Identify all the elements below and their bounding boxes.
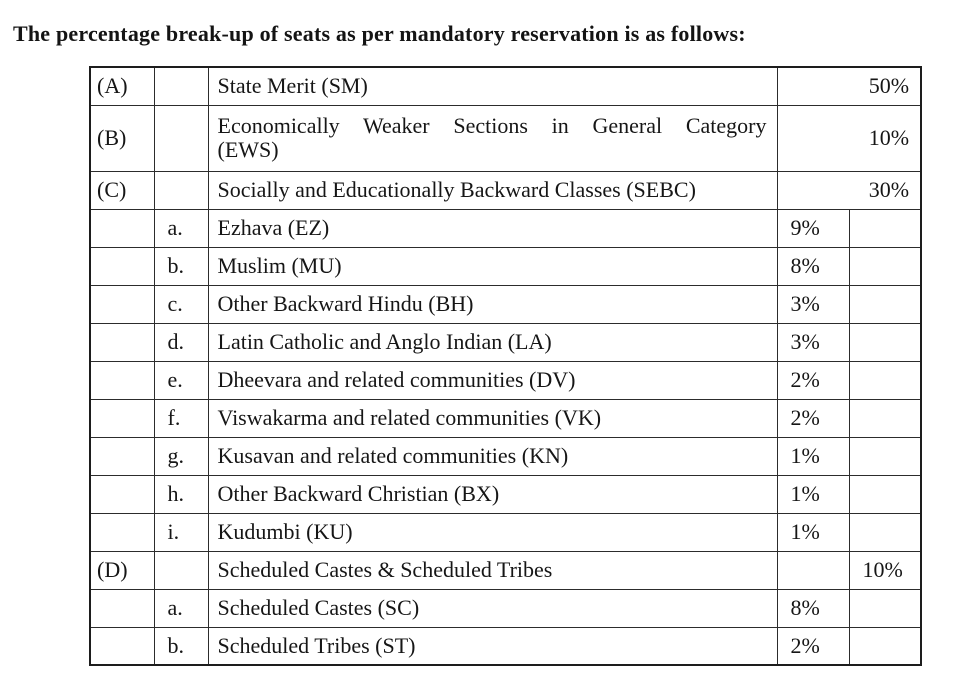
sub-index-cell: h. [153, 474, 209, 514]
category-label-cell [89, 512, 155, 552]
sub-percent-cell: 2% [776, 360, 850, 400]
sub-index-cell: a. [153, 588, 209, 628]
sub-percent-cell: 3% [776, 284, 850, 324]
empty-cell [848, 588, 922, 628]
description-cell: Dheevara and related communities (DV) [207, 360, 778, 400]
main-percent-cell: 10% [848, 550, 922, 590]
category-label-cell [89, 322, 155, 362]
sub-percent-cell: 3% [776, 322, 850, 362]
sub-percent-cell: 1% [776, 512, 850, 552]
description-cell: Ezhava (EZ) [207, 208, 778, 248]
sub-percent-cell: 2% [776, 626, 850, 666]
sub-index-cell: a. [153, 208, 209, 248]
empty-cell [848, 284, 922, 324]
empty-cell [848, 474, 922, 514]
empty-cell [848, 398, 922, 438]
table-row: h. Other Backward Christian (BX) 1% [89, 474, 922, 514]
sub-percent-cell: 8% [776, 246, 850, 286]
category-label-cell [89, 284, 155, 324]
sub-percent-cell: 1% [776, 474, 850, 514]
category-label-cell [89, 246, 155, 286]
description-cell: Scheduled Tribes (ST) [207, 626, 778, 666]
description-cell: Viswakarma and related communities (VK) [207, 398, 778, 438]
table-row: g. Kusavan and related communities (KN) 1% [89, 436, 922, 476]
main-percent-cell: 50% [776, 66, 922, 106]
sub-index-cell: g. [153, 436, 209, 476]
category-label-cell [89, 398, 155, 438]
category-label-cell: (C) [89, 170, 155, 210]
sub-percent-cell: 8% [776, 588, 850, 628]
sub-index-cell: e. [153, 360, 209, 400]
page-title: The percentage break-up of seats as per … [13, 21, 746, 46]
reservation-table: (A) State Merit (SM) 50% (B) Economically We… [89, 66, 923, 666]
sub-index-cell [153, 66, 209, 106]
sub-index-cell [153, 104, 209, 172]
table-row: (C) Socially and Educationally Backward C… [89, 170, 922, 210]
description-cell: Kusavan and related communities (KN) [207, 436, 778, 476]
table-row: c. Other Backward Hindu (BH) 3% [89, 284, 922, 324]
sub-index-cell: c. [153, 284, 209, 324]
description-cell: Socially and Educationally Backward Clas… [207, 170, 778, 210]
description-cell: Scheduled Castes & Scheduled Tribes [207, 550, 778, 590]
description-cell: Latin Catholic and Anglo Indian (LA) [207, 322, 778, 362]
description-cell: Other Backward Christian (BX) [207, 474, 778, 514]
empty-cell [848, 246, 922, 286]
empty-cell [848, 436, 922, 476]
table-row: d. Latin Catholic and Anglo Indian (LA) 3% [89, 322, 922, 362]
sub-percent-cell: 9% [776, 208, 850, 248]
category-label-cell [89, 436, 155, 476]
empty-cell [848, 322, 922, 362]
table-row: a. Scheduled Castes (SC) 8% [89, 588, 922, 628]
empty-cell [848, 626, 922, 666]
table-row: (B) Economically Weaker Sections in Gener… [89, 104, 922, 172]
sub-index-cell: d. [153, 322, 209, 362]
table-row: (A) State Merit (SM) 50% [89, 66, 922, 106]
category-label-cell [89, 588, 155, 628]
table-row: b. Muslim (MU) 8% [89, 246, 922, 286]
table-row: i. Kudumbi (KU) 1% [89, 512, 922, 552]
category-label-cell: (B) [89, 104, 155, 172]
main-percent-cell: 10% [776, 104, 922, 172]
sub-index-cell [153, 550, 209, 590]
description-cell: Scheduled Castes (SC) [207, 588, 778, 628]
description-cell: Other Backward Hindu (BH) [207, 284, 778, 324]
category-label-cell [89, 626, 155, 666]
table-row: f. Viswakarma and related communities (VK… [89, 398, 922, 438]
description-cell: Economically Weaker Sections in General … [207, 104, 778, 172]
main-percent-cell: 30% [776, 170, 922, 210]
description-line-2: (EWS) [217, 137, 279, 162]
reservation-table-body: (A) State Merit (SM) 50% (B) Economically We… [89, 66, 922, 666]
sub-index-cell: b. [153, 246, 209, 286]
sub-percent-cell: 2% [776, 398, 850, 438]
empty-cell [848, 512, 922, 552]
description-line-1: Economically Weaker Sections in General … [217, 112, 767, 138]
description-cell: Muslim (MU) [207, 246, 778, 286]
sub-index-cell [153, 170, 209, 210]
table-row: b. Scheduled Tribes (ST) 2% [89, 626, 922, 666]
table-row: (D) Scheduled Castes & Scheduled Tribes 10… [89, 550, 922, 590]
empty-cell [848, 208, 922, 248]
sub-index-cell: i. [153, 512, 209, 552]
empty-cell [776, 550, 850, 590]
sub-index-cell: f. [153, 398, 209, 438]
sub-index-cell: b. [153, 626, 209, 666]
category-label-cell [89, 474, 155, 514]
table-row: a. Ezhava (EZ) 9% [89, 208, 922, 248]
category-label-cell [89, 360, 155, 400]
table-row: e. Dheevara and related communities (DV) 2… [89, 360, 922, 400]
description-cell: State Merit (SM) [207, 66, 778, 106]
description-cell: Kudumbi (KU) [207, 512, 778, 552]
category-label-cell [89, 208, 155, 248]
sub-percent-cell: 1% [776, 436, 850, 476]
category-label-cell: (D) [89, 550, 155, 590]
category-label-cell: (A) [89, 66, 155, 106]
empty-cell [848, 360, 922, 400]
